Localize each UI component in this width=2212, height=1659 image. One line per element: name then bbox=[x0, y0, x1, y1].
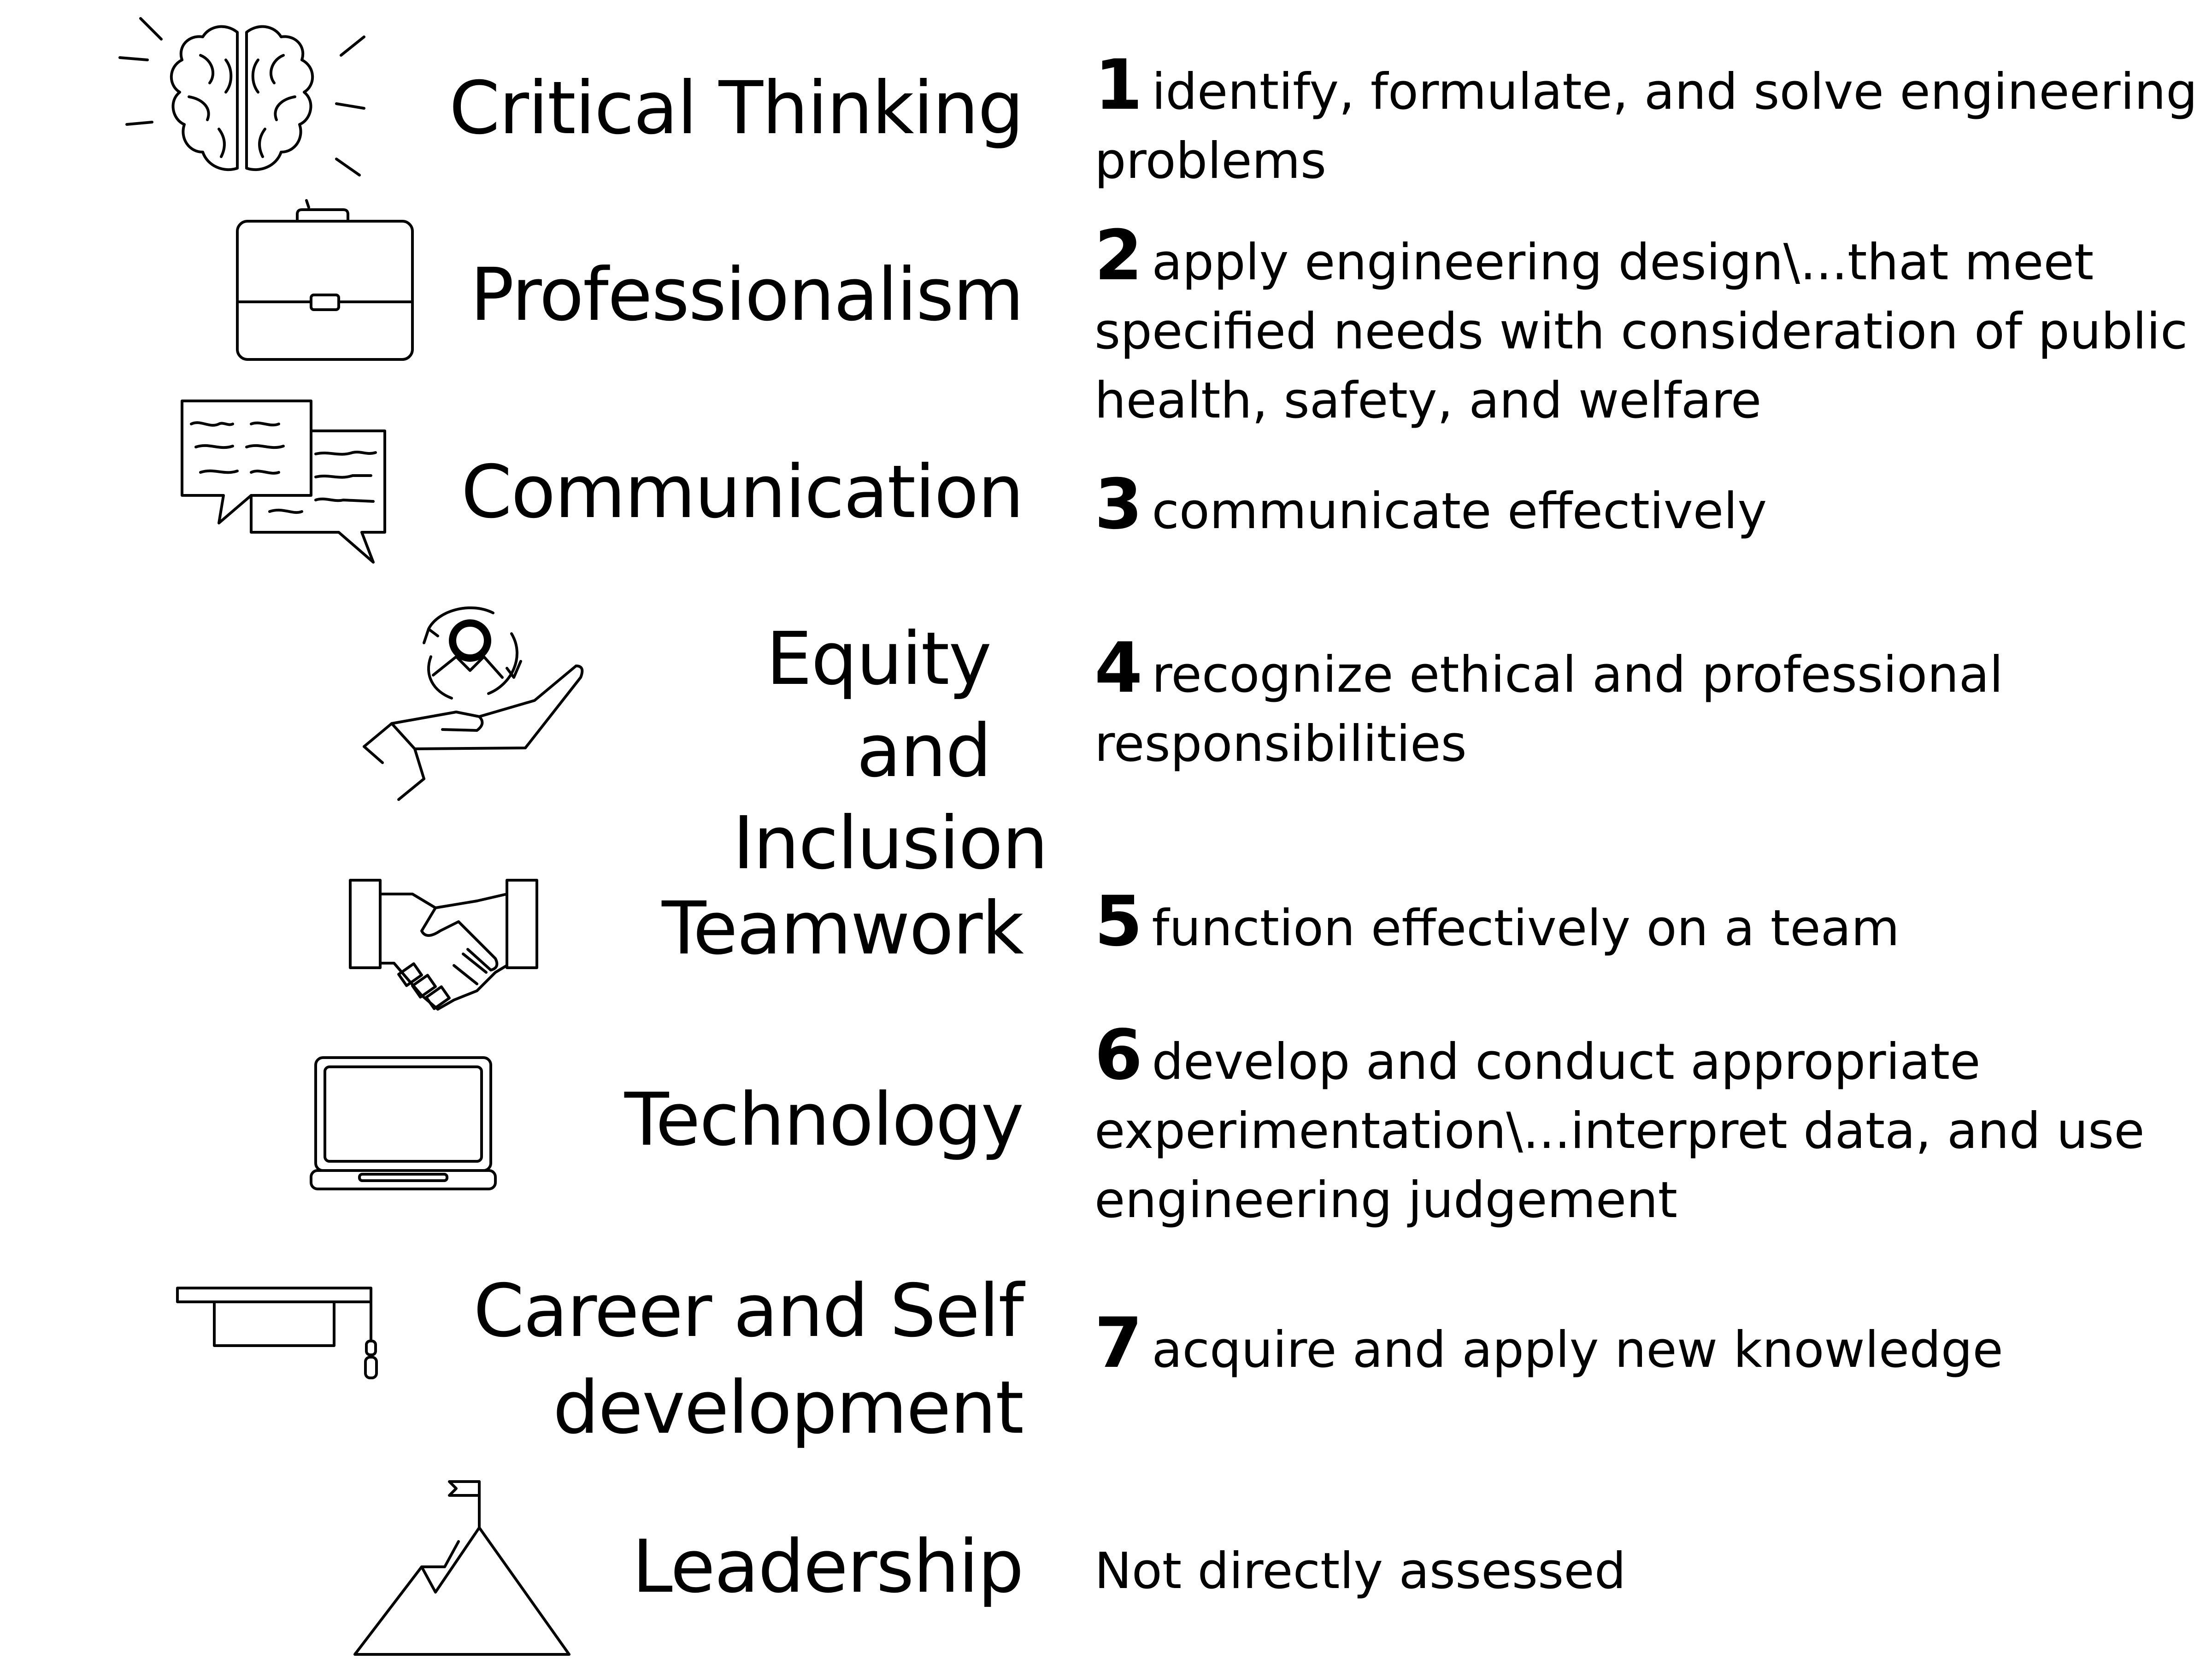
outcome-description: 4 recognize ethical and professional resp… bbox=[1094, 634, 2210, 779]
outcome-text: communicate effectively bbox=[1152, 482, 1767, 540]
outcome-text: develop and conduct appropriate experime… bbox=[1094, 1033, 2145, 1229]
competency-label: Teamwork bbox=[662, 886, 1024, 971]
laptop-icon bbox=[310, 1055, 497, 1194]
outcome-text: function effectively on a team bbox=[1152, 900, 1900, 957]
outcome-number: 3 bbox=[1094, 465, 1143, 545]
briefcase-icon bbox=[233, 198, 417, 369]
outcome-number: 2 bbox=[1094, 216, 1143, 296]
competency-label: Career and Self development bbox=[473, 1269, 1024, 1450]
outcome-text: Not directly assessed bbox=[1094, 1542, 1626, 1600]
outcome-number: 5 bbox=[1094, 882, 1143, 962]
outcome-text: identify, formulate, and solve engineeri… bbox=[1094, 63, 2198, 190]
outcome-text: apply engineering design\...that meet sp… bbox=[1094, 234, 2188, 429]
outcome-description: 1 identify, formulate, and solve engineer… bbox=[1094, 51, 2210, 196]
competency-label: Leadership bbox=[632, 1524, 1024, 1609]
brain-icon bbox=[118, 5, 369, 194]
outcome-text: acquire and apply new knowledge bbox=[1152, 1321, 2003, 1379]
competency-label: Critical Thinking bbox=[449, 66, 1024, 151]
outcome-number: 1 bbox=[1094, 45, 1143, 125]
competency-label: Technology bbox=[624, 1077, 1024, 1162]
graduation-cap-icon bbox=[176, 1286, 380, 1387]
outcome-description: 5 function effectively on a team bbox=[1094, 887, 2210, 963]
outcome-number: 6 bbox=[1094, 1015, 1143, 1095]
handshake-icon bbox=[348, 876, 541, 1014]
competency-label: Communication bbox=[461, 450, 1024, 535]
speech-bubbles-icon bbox=[177, 396, 389, 564]
outcome-description: Not directly assessed bbox=[1094, 1537, 2210, 1606]
outcome-number: 4 bbox=[1094, 628, 1143, 708]
competency-label: Professionalism bbox=[470, 253, 1024, 337]
outcome-description: 3 communicate effectively bbox=[1094, 470, 2210, 546]
hand-with-person-icon bbox=[363, 601, 588, 804]
outcome-number: 7 bbox=[1094, 1303, 1143, 1383]
outcome-description: 7 acquire and apply new knowledge bbox=[1094, 1309, 2210, 1385]
mountain-flag-icon bbox=[353, 1477, 574, 1659]
outcome-description: 2 apply engineering design\...that meet s… bbox=[1094, 221, 2210, 435]
outcome-description: 6 develop and conduct appropriate experim… bbox=[1094, 1021, 2210, 1235]
outcome-text: recognize ethical and professional respo… bbox=[1094, 646, 2003, 773]
competency-label: Equity and Inclusion bbox=[733, 617, 1048, 886]
